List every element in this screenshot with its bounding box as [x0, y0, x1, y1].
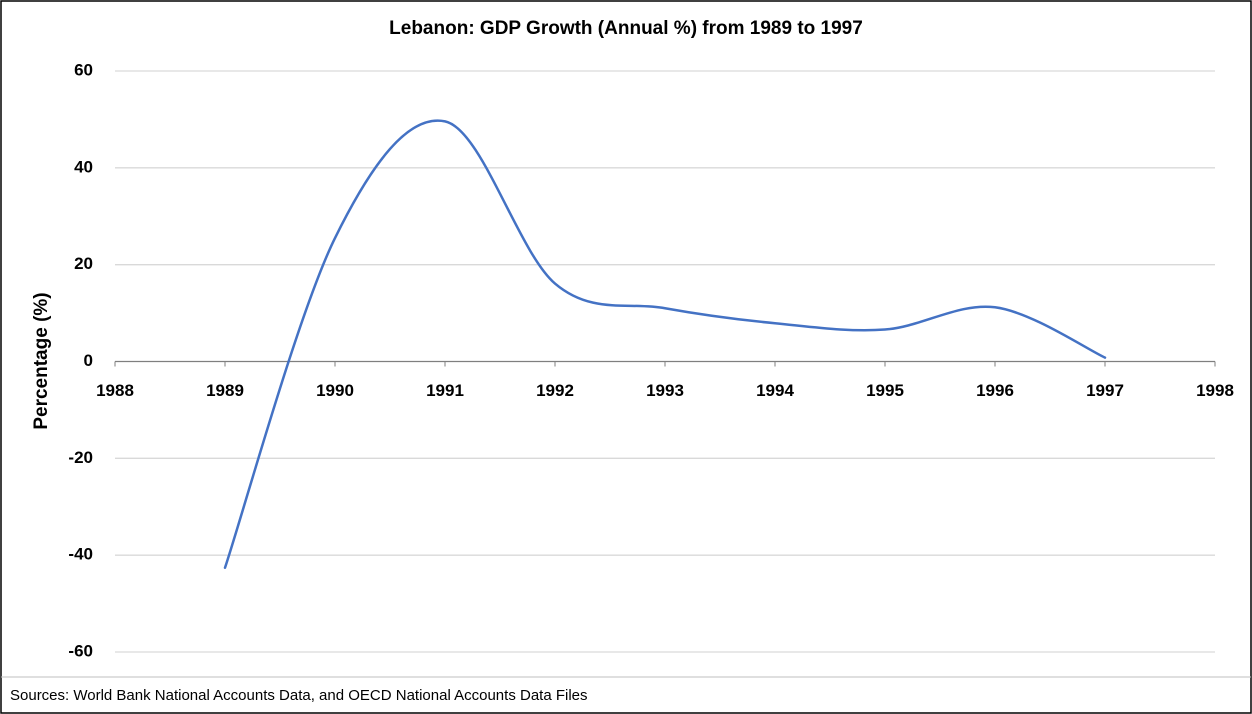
chart-title: Lebanon: GDP Growth (Annual %) from 1989…: [389, 18, 863, 39]
y-tick-label: -40: [68, 545, 93, 564]
x-tick-label: 1996: [976, 381, 1014, 400]
source-note: Sources: World Bank National Accounts Da…: [10, 687, 588, 704]
y-tick-label: -20: [68, 448, 93, 467]
x-tick-label: 1997: [1086, 381, 1124, 400]
x-tick-label: 1993: [646, 381, 684, 400]
data-line: [223, 119, 1107, 570]
y-tick-label: 0: [84, 351, 93, 370]
x-tick-label: 1995: [866, 381, 904, 400]
x-tick-label: 1994: [756, 381, 794, 400]
x-tick-label: 1991: [426, 381, 464, 400]
y-tick-label: 60: [74, 60, 93, 79]
y-tick-label: 20: [74, 254, 93, 273]
y-tick-label: 40: [74, 157, 93, 176]
x-tick-label: 1990: [316, 381, 354, 400]
y-axis-label: Percentage (%): [31, 292, 52, 429]
x-tick-label: 1998: [1196, 381, 1234, 400]
x-tick-label: 1989: [206, 381, 244, 400]
x-tick-label: 1992: [536, 381, 574, 400]
x-tick-label: 1988: [96, 381, 134, 400]
y-tick-label: -60: [68, 641, 93, 660]
